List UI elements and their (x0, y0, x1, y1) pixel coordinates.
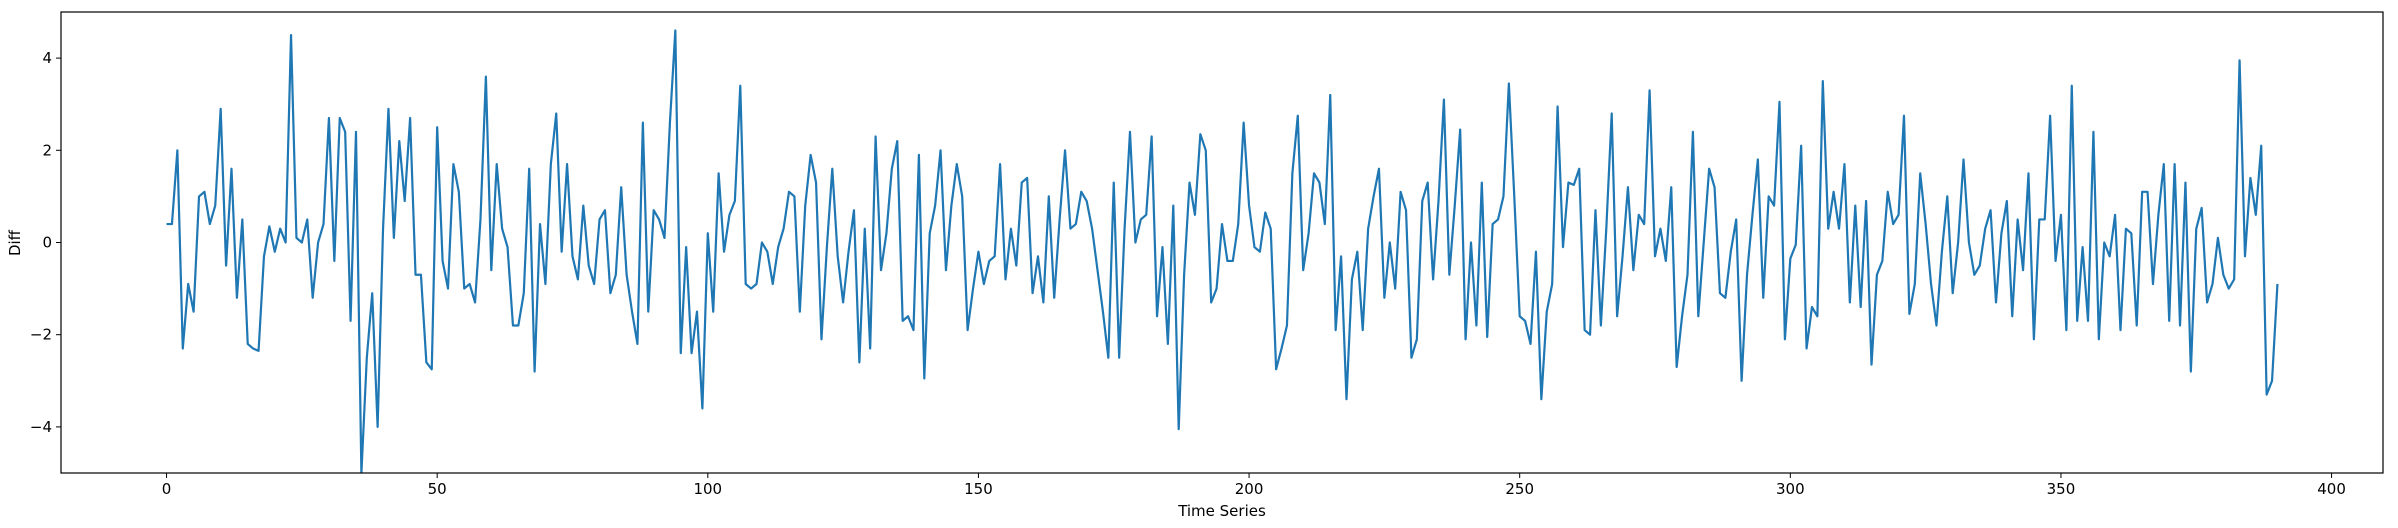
y-tick-label: −2 (30, 326, 52, 344)
x-tick-label: 200 (1235, 480, 1264, 498)
x-tick-label: 100 (693, 480, 722, 498)
x-tick-label: 350 (2047, 480, 2076, 498)
plot-frame (60, 11, 2384, 474)
x-tick-label: 250 (1505, 480, 1534, 498)
line (166, 29, 2279, 473)
x-tick-label: 50 (428, 480, 447, 498)
y-tick-label: 0 (42, 234, 52, 252)
x-tick-label: 300 (1776, 480, 1805, 498)
y-axis-label: Diff (6, 229, 24, 256)
y-tick-label: 4 (42, 49, 52, 67)
y-tick-label: −4 (30, 418, 52, 436)
x-tick-label: 0 (162, 480, 172, 498)
y-tick-label: 2 (42, 141, 52, 159)
x-axis-label: Time Series (1177, 502, 1266, 520)
x-tick-label: 400 (2317, 480, 2346, 498)
x-tick-label: 150 (964, 480, 993, 498)
